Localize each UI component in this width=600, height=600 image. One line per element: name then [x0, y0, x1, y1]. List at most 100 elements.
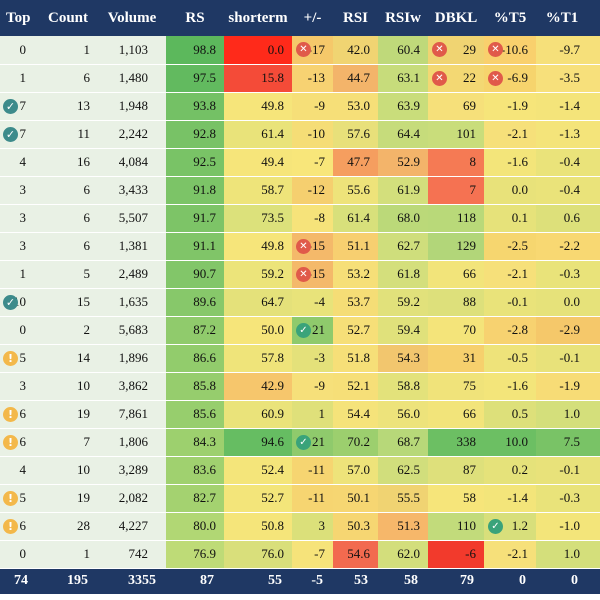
table-row[interactable]: 3 10 3,862 85.8 42.9 -9 52.1 58.8 75 -1.6 -1.9: [0, 372, 600, 401]
cell-count: 7: [38, 428, 98, 457]
column-header-top[interactable]: Top: [0, 0, 38, 36]
column-header-t5[interactable]: %T5: [484, 0, 536, 36]
cell-dbkl: 66: [428, 400, 484, 429]
cell-rsi: 54.6: [333, 540, 378, 569]
table-row[interactable]: 4 10 3,289 83.6 52.4 -11 57.0 62.5 87 0.2 -0.1: [0, 456, 600, 485]
table-row[interactable]: 3 6 1,381 91.1 49.8 ✕ -15 51.1 62.7 129 -2.5 -2.2: [0, 232, 600, 261]
cell-count: 19: [38, 484, 98, 513]
table-row[interactable]: 1 5 2,489 90.7 59.2 ✕ -15 53.2 61.8 66 -2.1 -0.3: [0, 260, 600, 289]
cell-shorterm: 76.0: [224, 540, 292, 569]
cell-rs-value: 85.6: [193, 406, 216, 421]
cell-pm: 3: [292, 512, 333, 541]
cell-rsiw-value: 62.0: [397, 546, 420, 561]
cell-shorterm: 52.7: [224, 484, 292, 513]
x-circle-icon: ✕: [296, 238, 311, 254]
cell-shorterm: 0.0: [224, 36, 292, 65]
column-header-rsiw[interactable]: RSIw: [378, 0, 428, 36]
cell-pm: -11: [292, 456, 333, 485]
column-header-rs[interactable]: RS: [166, 0, 224, 36]
cell-pm: -7: [292, 540, 333, 569]
table-row[interactable]: 1 6 1,480 97.5 15.8 -13 44.7 63.1 ✕ 22 ✕ -6.9 -3.5: [0, 64, 600, 93]
cell-t5: ✓ 1.2: [484, 512, 536, 541]
cell-truncated: [588, 204, 600, 233]
cell-rsiw: 51.3: [378, 512, 428, 541]
cell-top-value: 1: [19, 70, 27, 85]
column-header-volume[interactable]: Volume: [98, 0, 166, 36]
table-row[interactable]: ! 6 19 7,861 85.6 60.9 1 54.4 56.0 66 0.5 1.0: [0, 400, 600, 429]
cell-count: 6: [38, 204, 98, 233]
cell-shorterm-value: 64.7: [261, 294, 284, 309]
cell-rs-value: 84.3: [193, 434, 216, 449]
cell-top: ✓ 7: [0, 120, 38, 149]
cell-top-value: 3: [19, 238, 27, 253]
table-row[interactable]: 0 2 5,683 87.2 50.0 ✓ 21 52.7 59.4 70 -2.8 -2.9: [0, 316, 600, 345]
cell-top-value: 0: [19, 546, 27, 561]
cell-t5: -1.9: [484, 92, 536, 121]
table-row[interactable]: 3 6 5,507 91.7 73.5 -8 61.4 68.0 118 0.1 0.6: [0, 204, 600, 233]
cell-shorterm-value: 60.9: [261, 406, 284, 421]
cell-rs: 90.7: [166, 260, 224, 289]
column-header-dbkl[interactable]: DBKL: [428, 0, 484, 36]
cell-rs: 84.3: [166, 428, 224, 457]
table-row[interactable]: ! 6 7 1,806 84.3 94.6 ✓ 21 70.2 68.7 338 10.0 7.5: [0, 428, 600, 457]
table-row[interactable]: ! 5 19 2,082 82.7 52.7 -11 50.1 55.5 58 -1.4 -0.3: [0, 484, 600, 513]
cell-t5: -2.1: [484, 260, 536, 289]
cell-count: 10: [38, 372, 98, 401]
x-circle-icon: ✕: [432, 42, 447, 57]
table-row[interactable]: ✓ 7 11 2,242 92.8 61.4 -10 57.6 64.4 101 -2.1 -1.3: [0, 120, 600, 149]
cell-pm: -10: [292, 120, 333, 149]
x-circle-icon: ✕: [296, 42, 311, 57]
cell-rsiw-value: 59.4: [397, 322, 420, 337]
cell-pm: ✓ 21: [292, 428, 333, 457]
cell-count: 6: [38, 64, 98, 93]
check-circle-icon: ✓: [296, 434, 311, 450]
cell-truncated: [588, 456, 600, 485]
cell-rsi-value: 70.2: [347, 434, 370, 449]
cell-dbkl-value: 7: [469, 182, 477, 197]
cell-truncated: [588, 372, 600, 401]
cell-dbkl: 110: [428, 512, 484, 541]
cell-dbkl-value: 69: [463, 98, 476, 113]
table-row[interactable]: ! 6 28 4,227 80.0 50.8 3 50.3 51.3 110 ✓ 1.2 -1.0: [0, 512, 600, 541]
cell-top: ! 6: [0, 428, 38, 457]
cell-rs: 91.7: [166, 204, 224, 233]
cell-pm-value: 21: [312, 434, 325, 449]
cell-pm-value: -8: [314, 210, 325, 225]
cell-t5-value: -1.9: [507, 98, 528, 113]
table-row[interactable]: ! 5 14 1,896 86.6 57.8 -3 51.8 54.3 31 -0.5 -0.1: [0, 344, 600, 373]
column-header-c[interactable]: c: [588, 0, 600, 36]
cell-rsi-value: 52.7: [347, 322, 370, 337]
cell-shorterm: 58.7: [224, 176, 292, 205]
cell-rs: 85.6: [166, 400, 224, 429]
column-header-[interactable]: +/-: [292, 0, 333, 36]
cell-rsi-value: 52.1: [347, 378, 370, 393]
cell-pm: ✕ -15: [292, 260, 333, 289]
table-row[interactable]: 0 1 742 76.9 76.0 -7 54.6 62.0 -6 -2.1 1.0: [0, 540, 600, 569]
column-header-t1[interactable]: %T1: [536, 0, 588, 36]
table-row[interactable]: ✓ 10 15 1,635 89.6 64.7 -4 53.7 59.2 88 -0.1 0.0: [0, 288, 600, 317]
cell-rsiw: 59.2: [378, 288, 428, 317]
cell-top: ! 5: [0, 344, 38, 373]
column-header-rsi[interactable]: RSI: [333, 0, 378, 36]
cell-volume: 1,381: [98, 232, 166, 261]
cell-t5-value: -2.1: [507, 266, 528, 281]
cell-shorterm: 94.6: [224, 428, 292, 457]
cell-dbkl: 58: [428, 484, 484, 513]
cell-shorterm: 49.4: [224, 148, 292, 177]
cell-pm-value: -7: [314, 154, 325, 169]
footer-total-2: 3355: [98, 568, 166, 594]
column-header-shorterm[interactable]: shorterm: [224, 0, 292, 36]
table-row[interactable]: 3 6 3,433 91.8 58.7 -12 55.6 61.9 7 0.0 -0.4: [0, 176, 600, 205]
table-row[interactable]: 4 16 4,084 92.5 49.4 -7 47.7 52.9 8 -1.6 -0.4: [0, 148, 600, 177]
cell-pm-value: -17: [307, 41, 325, 57]
cell-truncated: [588, 484, 600, 513]
cell-dbkl: 8: [428, 148, 484, 177]
cell-shorterm: 57.8: [224, 344, 292, 373]
cell-count: 19: [38, 400, 98, 429]
cell-rs-value: 83.6: [193, 462, 216, 477]
table-row[interactable]: 0 1 1,103 98.8 0.0 ✕ -17 42.0 60.4 ✕ 29 ✕ -10.6 -9.7: [0, 36, 600, 65]
table-row[interactable]: ✓ 7 13 1,948 93.8 49.8 -9 53.0 63.9 69 -1.9 -1.4: [0, 92, 600, 121]
footer-total-9: 0: [484, 568, 536, 594]
cell-shorterm-value: 15.8: [261, 70, 284, 85]
column-header-count[interactable]: Count: [38, 0, 98, 36]
